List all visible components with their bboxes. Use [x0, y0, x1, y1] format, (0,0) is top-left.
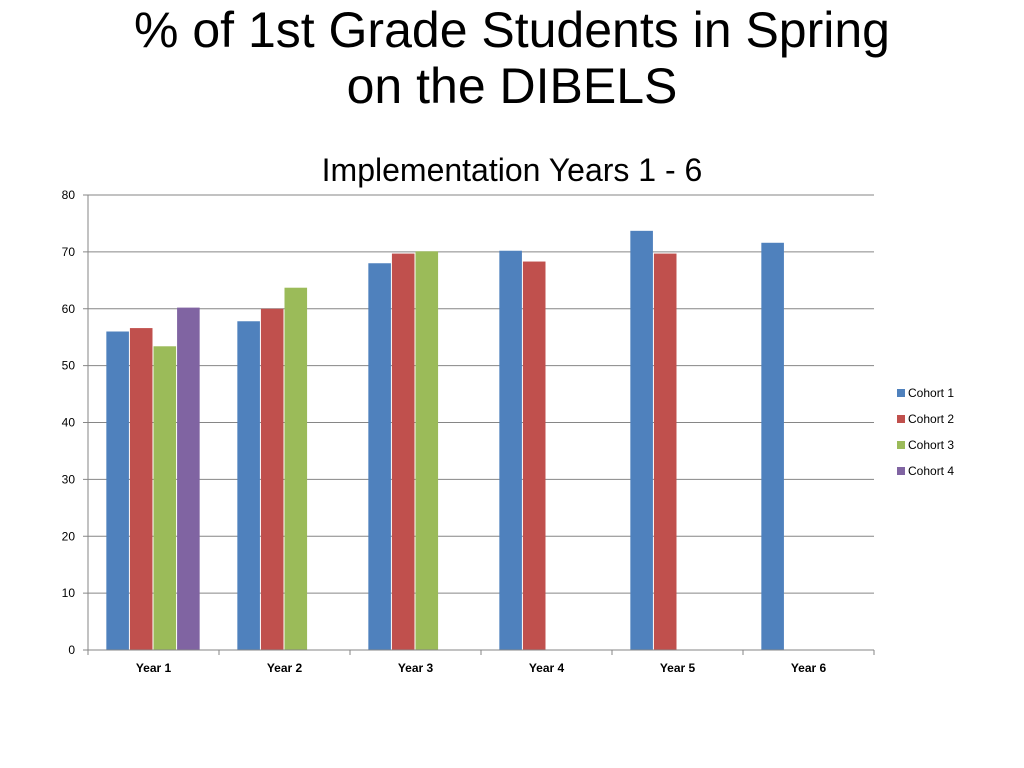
bar-cohort-2-year-3 [391, 253, 415, 651]
legend-swatch-cohort-3 [897, 441, 905, 449]
y-tick-label: 80 [62, 188, 76, 202]
legend-swatch-cohort-4 [897, 467, 905, 475]
legend-swatch-cohort-1 [897, 389, 905, 397]
legend-swatch-cohort-2 [897, 415, 905, 423]
bar-cohort-1-year-4 [499, 250, 522, 651]
x-tick-label: Year 2 [267, 661, 303, 675]
x-tick-label: Year 5 [660, 661, 696, 675]
y-tick-label: 10 [62, 586, 76, 600]
y-tick-label: 70 [62, 245, 76, 259]
chart-title-line2: on the DIBELS [346, 58, 678, 114]
legend-label: Cohort 2 [908, 412, 954, 426]
bar-cohort-1-year-5 [630, 230, 653, 651]
y-tick-label: 0 [68, 643, 75, 657]
bar-cohort-3-year-1 [153, 346, 177, 650]
bar-cohort-4-year-1 [177, 307, 200, 650]
legend-label: Cohort 1 [908, 386, 954, 400]
bar-cohort-1-year-1 [106, 331, 129, 650]
bar-cohort-3-year-3 [415, 251, 439, 650]
y-tick-label: 60 [62, 302, 76, 316]
gridlines [88, 194, 874, 651]
bar-cohort-2-year-1 [129, 328, 153, 650]
bar-cohort-1-year-3 [368, 263, 391, 650]
legend: Cohort 1 Cohort 2 Cohort 3 Cohort 4 [897, 386, 954, 478]
y-tick-label: 50 [62, 359, 76, 373]
bar-cohort-1-year-2 [237, 321, 260, 650]
y-tick-label: 20 [62, 529, 76, 543]
x-tick-label: Year 6 [791, 661, 827, 675]
bar-cohort-2-year-4 [522, 261, 546, 650]
x-tick-label: Year 1 [136, 661, 172, 675]
legend-label: Cohort 3 [908, 438, 954, 452]
bar-cohort-2-year-2 [260, 308, 284, 650]
bars [106, 230, 784, 651]
legend-label: Cohort 4 [908, 464, 954, 478]
chart-subtitle: Implementation Years 1 - 6 [321, 152, 703, 188]
y-tick-label: 30 [62, 472, 76, 486]
axes: 0 10 20 30 40 50 60 70 80 Year 1 Year 2 Year 3 Year … [62, 188, 875, 675]
x-tick-label: Year 4 [529, 661, 565, 675]
bar-cohort-3-year-2 [284, 287, 308, 650]
x-tick-label: Year 3 [398, 661, 434, 675]
chart-title-line1: % of 1st Grade Students in Spring [134, 2, 890, 58]
bar-cohort-1-year-6 [761, 242, 784, 650]
y-tick-label: 40 [62, 416, 76, 430]
bar-cohort-2-year-5 [653, 253, 677, 651]
chart-title: % of 1st Grade Students in Spring on the… [0, 2, 1024, 114]
